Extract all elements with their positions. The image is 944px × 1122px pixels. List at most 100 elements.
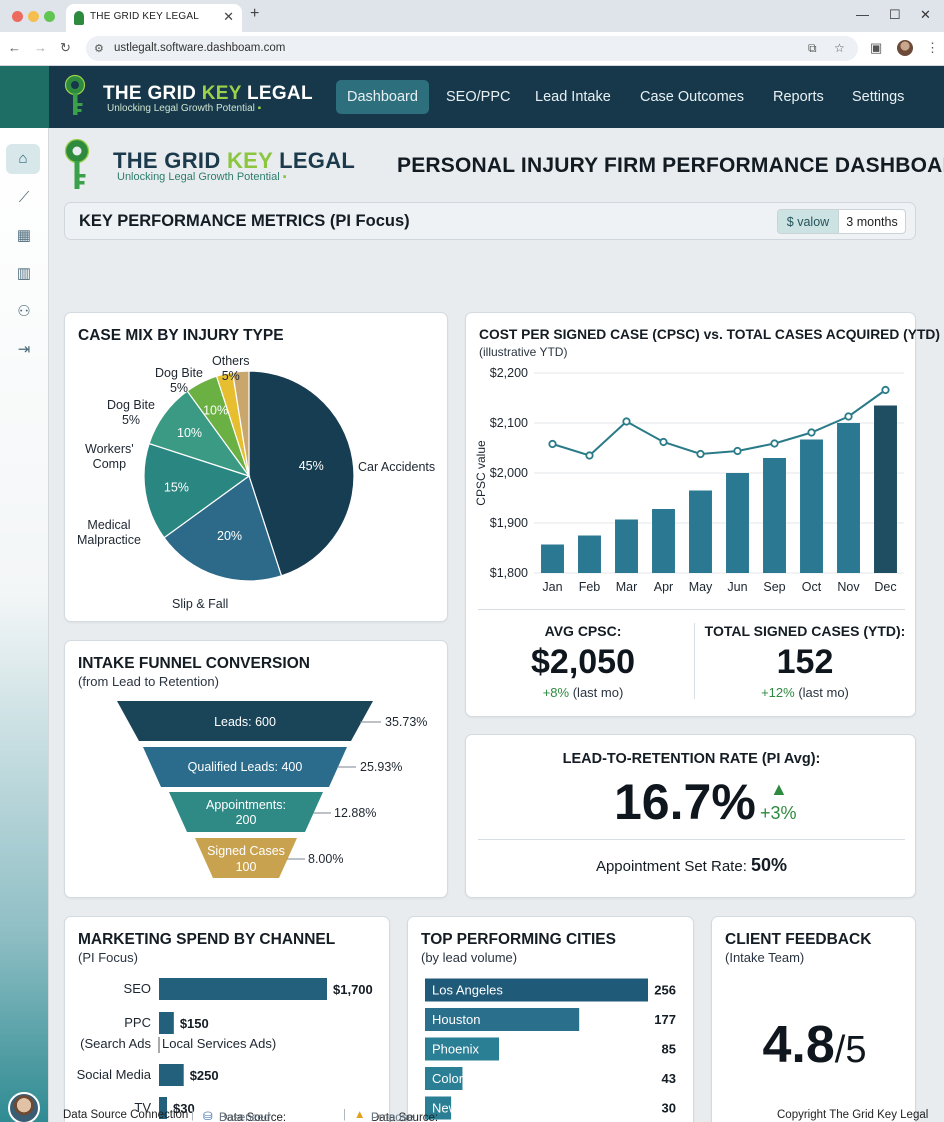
user-avatar[interactable] xyxy=(8,1092,40,1122)
window-restore-icon[interactable]: ☐ xyxy=(889,7,901,22)
cpsc-line-point[interactable] xyxy=(844,412,853,421)
city-bar[interactable] xyxy=(425,1037,500,1061)
reload-icon[interactable]: ↻ xyxy=(60,40,71,55)
marketing-bar[interactable] xyxy=(159,978,327,1000)
drive-icon: ▲ xyxy=(354,1109,366,1121)
cpsc-subtitle: (illustrative YTD) xyxy=(479,345,568,359)
calculator-icon[interactable]: ▦ xyxy=(16,227,32,244)
pie-pct-label-2: 15% xyxy=(164,480,189,494)
cpsc-line-point[interactable] xyxy=(622,417,631,426)
nav-settings[interactable]: Settings xyxy=(852,89,905,105)
city-value-label: 256 xyxy=(654,983,676,998)
cpsc-line-point[interactable] xyxy=(881,385,890,395)
marketing-bar-chart: SEO $1,700 PPC $150 Social Media $250 TV $30 (Se… xyxy=(77,978,373,1119)
cpsc-card: COST PER SIGNED CASE (CPSC) vs. TOTAL CA… xyxy=(465,312,940,717)
marketing-bar[interactable] xyxy=(159,1012,174,1034)
cpsc-bar[interactable] xyxy=(837,423,860,573)
cpsc-bar[interactable] xyxy=(763,458,786,573)
pie-slice-1[interactable] xyxy=(163,475,283,582)
marketing-value-label: $30 xyxy=(173,1101,195,1116)
site-info-icon[interactable]: ⚙ xyxy=(94,43,104,55)
sidepanel-icon[interactable]: ▣ xyxy=(870,40,883,55)
new-tab-icon[interactable]: + xyxy=(250,5,260,22)
pie-label-others: Others 5% xyxy=(212,354,250,383)
tab-close-icon[interactable]: ✕ xyxy=(223,9,234,24)
cpsc-bar[interactable] xyxy=(615,519,638,574)
funnel-stage-qualified xyxy=(143,747,347,787)
window-minimize-icon[interactable]: — xyxy=(856,7,869,22)
total-cases-value: 152 xyxy=(776,643,834,681)
pie-slice-6[interactable] xyxy=(231,370,250,477)
close-window-dot[interactable] xyxy=(12,11,23,22)
bar-chart-icon[interactable]: ▥ xyxy=(16,265,32,282)
brand-tagline: Unlocking Legal Growth Potential ▪ xyxy=(107,103,262,114)
menu-kebab-icon[interactable]: ⋮ xyxy=(926,40,939,55)
cpsc-bar[interactable] xyxy=(800,439,823,574)
cpsc-bar[interactable] xyxy=(874,405,897,574)
nav-reports[interactable]: Reports xyxy=(773,89,824,105)
key-logo-icon xyxy=(64,74,86,115)
value-toggle-button[interactable]: $ valow xyxy=(777,209,839,234)
home-icon[interactable]: ⌂ xyxy=(6,144,40,174)
window-close-icon[interactable]: ✕ xyxy=(920,7,931,22)
funnel-pct-signed: 8.00% xyxy=(308,852,343,866)
nav-case-outcomes[interactable]: Case Outcomes xyxy=(640,89,744,105)
city-bar[interactable] xyxy=(425,1008,580,1031)
nav-lead-intake[interactable]: Lead Intake xyxy=(535,89,611,105)
address-bar[interactable]: ⚙ ustlegalt.software.dashboam.com ⧉ ☆ xyxy=(86,36,858,61)
trend-icon[interactable]: ⟋ xyxy=(18,189,30,206)
cpsc-bar[interactable] xyxy=(689,490,712,574)
period-toggle-button[interactable]: 3 months xyxy=(838,209,906,234)
marketing-value-label: $1,700 xyxy=(333,982,373,997)
bookmark-star-icon[interactable]: ☆ xyxy=(834,41,845,55)
profile-avatar[interactable] xyxy=(897,40,913,56)
cpsc-line-point[interactable] xyxy=(585,451,594,460)
cpsc-bar[interactable] xyxy=(578,535,601,574)
x-tick-label: Jan xyxy=(542,580,562,594)
city-bar[interactable] xyxy=(425,1067,463,1090)
users-icon[interactable]: ⚇ xyxy=(17,303,31,320)
cpsc-line-point[interactable] xyxy=(548,439,557,449)
pie-slice-2[interactable] xyxy=(143,442,251,539)
funnel-label-qualified: Qualified Leads: 400 xyxy=(188,760,303,774)
nav-seo-ppc[interactable]: SEO/PPC xyxy=(446,89,511,105)
kpi-bar-title: KEY PERFORMANCE METRICS (PI Focus) xyxy=(79,212,410,230)
brand-tagline-large: Unlocking Legal Growth Potential ▪ xyxy=(117,171,287,183)
x-tick-label: Dec xyxy=(874,580,896,594)
feedback-score: 4.8 xyxy=(762,1016,835,1074)
logout-icon[interactable]: ⇥ xyxy=(17,341,31,358)
cpsc-line-point[interactable] xyxy=(807,428,816,437)
forward-icon[interactable]: → xyxy=(34,40,47,55)
cpsc-line xyxy=(552,389,887,457)
cpsc-bar-line-chart: $2,200 $2,100 $2,000 $1,900 $1,800 CPSC value… xyxy=(474,366,904,594)
x-tick-label: Jun xyxy=(727,580,747,594)
total-cases-label: TOTAL SIGNED CASES (YTD): xyxy=(704,623,906,639)
kpi-bar: KEY PERFORMANCE METRICS (PI Focus) $ val… xyxy=(64,202,916,240)
cpsc-line-point[interactable] xyxy=(733,446,742,456)
funnel-pct-leads: 35.73% xyxy=(385,715,427,729)
back-icon[interactable]: ← xyxy=(8,40,21,55)
cpsc-line-point[interactable] xyxy=(770,439,779,448)
nav-dashboard[interactable]: Dashboard xyxy=(336,80,429,114)
zoom-window-dot[interactable] xyxy=(44,11,55,22)
city-label: Phoenix xyxy=(432,1042,479,1057)
browser-tab[interactable]: THE GRID KEY LEGAL ✕ xyxy=(66,4,242,32)
y-tick-label: $1,900 xyxy=(490,516,528,530)
pie-label-dogbite-a: Dog Bite 5% xyxy=(107,398,155,427)
marketing-bar[interactable] xyxy=(159,1097,167,1119)
cpsc-bar[interactable] xyxy=(541,544,564,574)
pie-slice-0[interactable] xyxy=(248,370,355,577)
minimize-window-dot[interactable] xyxy=(28,11,39,22)
marketing-bar[interactable] xyxy=(159,1064,184,1086)
cpsc-line-point[interactable] xyxy=(659,437,668,447)
marketing-category-label: Social Media xyxy=(77,1067,152,1082)
city-bar[interactable] xyxy=(425,1096,452,1120)
cpsc-bar[interactable] xyxy=(726,473,749,573)
marketing-category-label: SEO xyxy=(124,981,151,996)
cpsc-bar[interactable] xyxy=(652,509,675,573)
translate-icon[interactable]: ⧉ xyxy=(808,41,817,55)
city-label: Houston xyxy=(432,1012,480,1027)
cpsc-line-point[interactable] xyxy=(696,449,705,459)
cities-card: TOP PERFORMING CITIES (by lead volume) L… xyxy=(407,916,694,1122)
city-bar[interactable] xyxy=(425,978,648,1002)
